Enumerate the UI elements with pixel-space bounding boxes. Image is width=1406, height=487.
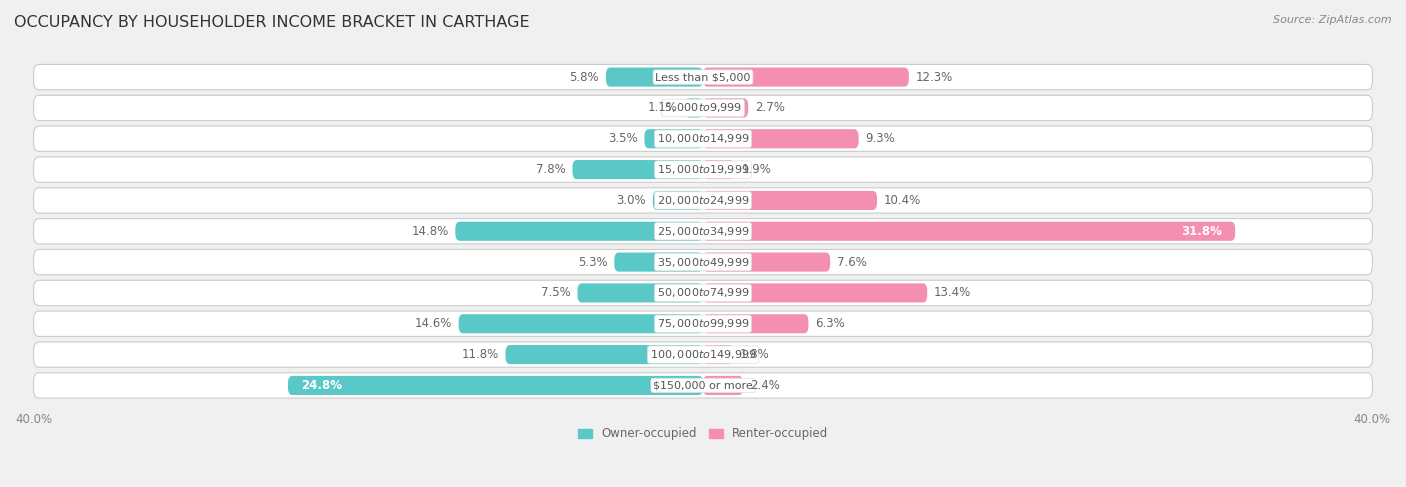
Text: OCCUPANCY BY HOUSEHOLDER INCOME BRACKET IN CARTHAGE: OCCUPANCY BY HOUSEHOLDER INCOME BRACKET … (14, 15, 530, 30)
Text: $100,000 to $149,999: $100,000 to $149,999 (650, 348, 756, 361)
Text: $5,000 to $9,999: $5,000 to $9,999 (664, 101, 742, 114)
Text: 9.3%: 9.3% (865, 132, 896, 145)
FancyBboxPatch shape (578, 283, 703, 302)
FancyBboxPatch shape (703, 68, 908, 87)
FancyBboxPatch shape (34, 342, 1372, 367)
FancyBboxPatch shape (703, 283, 928, 302)
FancyBboxPatch shape (685, 98, 703, 117)
Text: 7.6%: 7.6% (837, 256, 866, 269)
Text: 13.4%: 13.4% (934, 286, 972, 300)
FancyBboxPatch shape (34, 188, 1372, 213)
FancyBboxPatch shape (703, 314, 808, 333)
Text: 14.8%: 14.8% (412, 225, 449, 238)
FancyBboxPatch shape (34, 281, 1372, 305)
Text: $50,000 to $74,999: $50,000 to $74,999 (657, 286, 749, 300)
FancyBboxPatch shape (652, 191, 703, 210)
FancyBboxPatch shape (34, 126, 1372, 151)
Text: 24.8%: 24.8% (301, 379, 342, 392)
FancyBboxPatch shape (34, 95, 1372, 121)
Text: 10.4%: 10.4% (884, 194, 921, 207)
Text: $15,000 to $19,999: $15,000 to $19,999 (657, 163, 749, 176)
Text: 2.4%: 2.4% (749, 379, 780, 392)
Text: Less than $5,000: Less than $5,000 (655, 72, 751, 82)
Text: $20,000 to $24,999: $20,000 to $24,999 (657, 194, 749, 207)
Text: 14.6%: 14.6% (415, 317, 451, 330)
Text: $75,000 to $99,999: $75,000 to $99,999 (657, 317, 749, 330)
FancyBboxPatch shape (703, 222, 1236, 241)
FancyBboxPatch shape (34, 219, 1372, 244)
Text: 3.5%: 3.5% (609, 132, 638, 145)
Text: 1.9%: 1.9% (741, 163, 772, 176)
FancyBboxPatch shape (34, 157, 1372, 182)
Text: 2.7%: 2.7% (755, 101, 785, 114)
FancyBboxPatch shape (703, 160, 735, 179)
Text: 3.0%: 3.0% (616, 194, 647, 207)
FancyBboxPatch shape (703, 191, 877, 210)
Text: 6.3%: 6.3% (815, 317, 845, 330)
Text: $10,000 to $14,999: $10,000 to $14,999 (657, 132, 749, 145)
Text: $150,000 or more: $150,000 or more (654, 380, 752, 391)
Text: 5.3%: 5.3% (578, 256, 607, 269)
Text: 12.3%: 12.3% (915, 71, 953, 84)
FancyBboxPatch shape (703, 129, 859, 149)
FancyBboxPatch shape (572, 160, 703, 179)
Text: $35,000 to $49,999: $35,000 to $49,999 (657, 256, 749, 269)
FancyBboxPatch shape (34, 311, 1372, 337)
Text: 1.8%: 1.8% (740, 348, 769, 361)
FancyBboxPatch shape (506, 345, 703, 364)
Text: 5.8%: 5.8% (569, 71, 599, 84)
Text: Source: ZipAtlas.com: Source: ZipAtlas.com (1274, 15, 1392, 25)
Legend: Owner-occupied, Renter-occupied: Owner-occupied, Renter-occupied (572, 423, 834, 445)
Text: 7.8%: 7.8% (536, 163, 565, 176)
Text: 11.8%: 11.8% (461, 348, 499, 361)
Text: 31.8%: 31.8% (1181, 225, 1222, 238)
FancyBboxPatch shape (703, 345, 733, 364)
FancyBboxPatch shape (703, 98, 748, 117)
Text: 1.1%: 1.1% (648, 101, 678, 114)
FancyBboxPatch shape (288, 376, 703, 395)
FancyBboxPatch shape (644, 129, 703, 149)
FancyBboxPatch shape (458, 314, 703, 333)
FancyBboxPatch shape (34, 373, 1372, 398)
FancyBboxPatch shape (456, 222, 703, 241)
FancyBboxPatch shape (703, 376, 744, 395)
FancyBboxPatch shape (606, 68, 703, 87)
FancyBboxPatch shape (34, 249, 1372, 275)
Text: 7.5%: 7.5% (541, 286, 571, 300)
FancyBboxPatch shape (614, 253, 703, 272)
FancyBboxPatch shape (703, 253, 830, 272)
FancyBboxPatch shape (34, 64, 1372, 90)
Text: $25,000 to $34,999: $25,000 to $34,999 (657, 225, 749, 238)
